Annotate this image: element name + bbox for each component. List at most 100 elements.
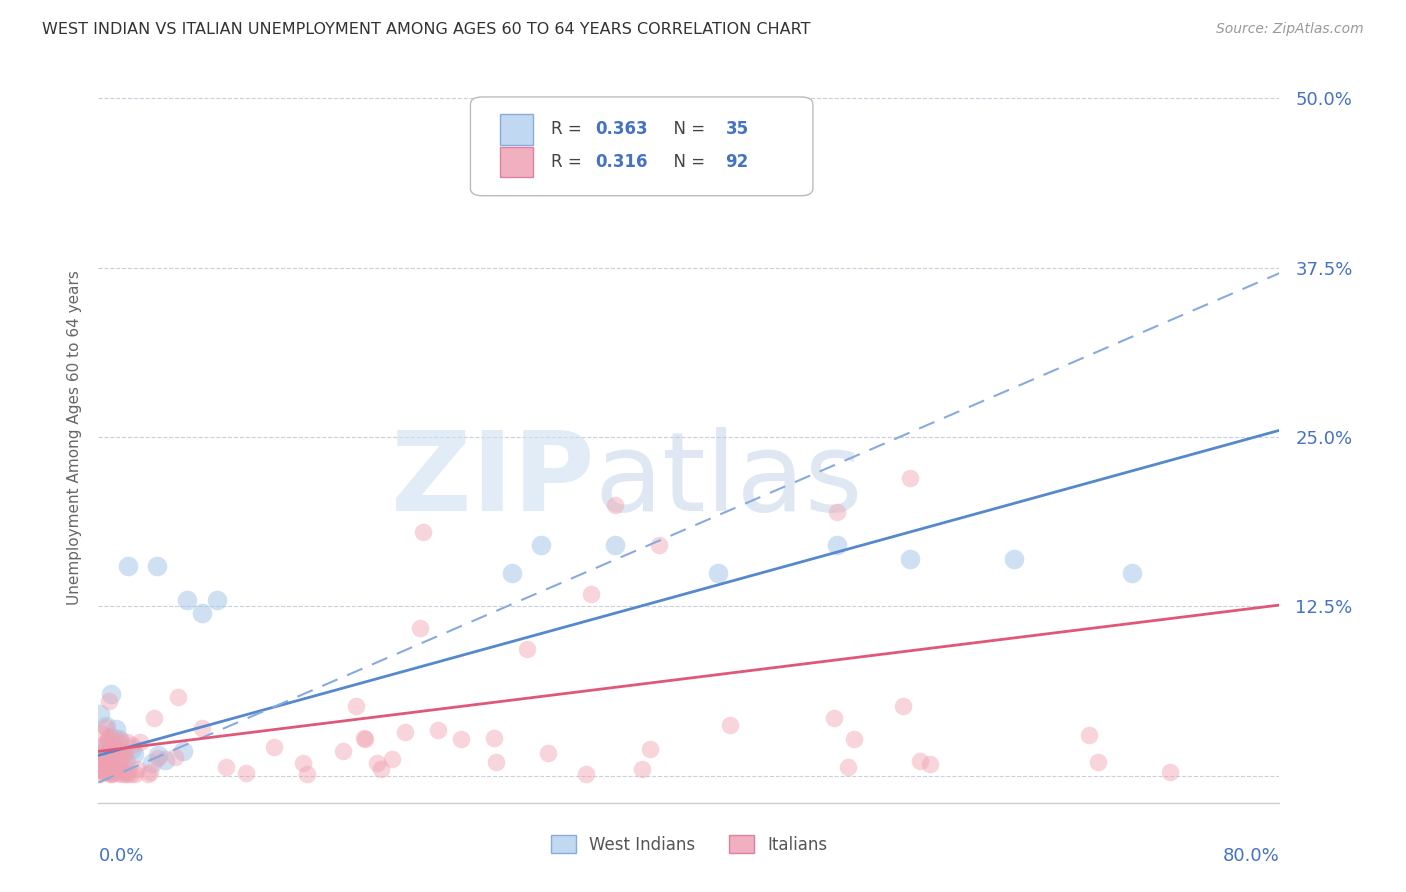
Point xyxy=(97,760,120,774)
Point xyxy=(263,740,285,755)
Point xyxy=(891,699,914,714)
Point xyxy=(120,767,142,781)
Point xyxy=(110,767,132,781)
Point xyxy=(605,538,627,552)
Point xyxy=(97,764,120,779)
Point xyxy=(107,735,129,749)
Point xyxy=(205,592,228,607)
Y-axis label: Unemployment Among Ages 60 to 64 years: Unemployment Among Ages 60 to 64 years xyxy=(66,269,82,605)
Point xyxy=(837,760,859,774)
Text: 80.0%: 80.0% xyxy=(1223,847,1279,864)
Point xyxy=(1087,755,1109,769)
Point xyxy=(94,736,117,750)
Point xyxy=(110,753,132,767)
Point xyxy=(136,767,159,781)
Point xyxy=(90,726,112,740)
Point xyxy=(97,757,120,772)
Point xyxy=(631,762,654,776)
Point xyxy=(166,690,188,704)
Point xyxy=(115,754,138,768)
Point xyxy=(172,743,194,757)
Point xyxy=(718,718,741,732)
Point xyxy=(900,552,922,566)
Point xyxy=(115,764,138,778)
Point xyxy=(100,767,122,781)
Point xyxy=(381,752,404,766)
Point xyxy=(103,765,125,780)
Point xyxy=(139,764,162,779)
Point xyxy=(579,587,602,601)
Point xyxy=(98,765,121,780)
Point xyxy=(146,748,169,763)
Point xyxy=(89,767,111,781)
Point xyxy=(100,749,122,764)
Point xyxy=(89,760,111,774)
Point xyxy=(537,746,560,760)
Point xyxy=(825,538,848,552)
Point xyxy=(127,762,149,776)
Text: atlas: atlas xyxy=(595,427,863,534)
Point xyxy=(291,756,314,771)
Point xyxy=(97,731,120,745)
Point xyxy=(89,759,111,773)
Point xyxy=(107,766,129,780)
Point xyxy=(176,592,198,607)
Legend: West Indians, Italians: West Indians, Italians xyxy=(544,829,834,860)
Point xyxy=(153,753,176,767)
Point xyxy=(98,753,121,767)
Point xyxy=(90,757,112,772)
Point xyxy=(530,538,553,552)
Text: R =: R = xyxy=(551,153,586,171)
Point xyxy=(900,471,922,485)
Point xyxy=(842,731,865,746)
Point xyxy=(98,693,121,707)
Point xyxy=(107,732,129,747)
Point xyxy=(91,757,114,772)
Point xyxy=(482,731,505,745)
Point xyxy=(98,767,121,781)
Point xyxy=(89,764,111,778)
Point xyxy=(100,752,122,766)
Point xyxy=(146,558,169,573)
Point xyxy=(112,753,135,767)
Point xyxy=(516,642,538,657)
Text: Source: ZipAtlas.com: Source: ZipAtlas.com xyxy=(1216,22,1364,37)
Point xyxy=(111,762,134,776)
Point xyxy=(366,756,388,770)
Text: 0.0%: 0.0% xyxy=(98,847,143,864)
Point xyxy=(89,756,111,770)
Point xyxy=(450,732,472,747)
Point xyxy=(370,762,392,776)
Point xyxy=(297,767,319,781)
Point xyxy=(98,747,121,761)
Point xyxy=(394,725,416,739)
Point xyxy=(108,732,131,747)
Point xyxy=(94,761,117,775)
Point xyxy=(94,764,117,779)
Point xyxy=(94,720,117,734)
Point xyxy=(94,747,117,761)
Point xyxy=(115,767,138,781)
Point xyxy=(485,755,508,769)
Point xyxy=(575,767,598,781)
Point xyxy=(93,765,115,780)
Point xyxy=(638,741,661,756)
Point xyxy=(1002,552,1025,566)
Text: 0.316: 0.316 xyxy=(596,153,648,171)
Point xyxy=(115,735,138,749)
Point xyxy=(412,524,434,539)
Point xyxy=(100,757,122,772)
Text: WEST INDIAN VS ITALIAN UNEMPLOYMENT AMONG AGES 60 TO 64 YEARS CORRELATION CHART: WEST INDIAN VS ITALIAN UNEMPLOYMENT AMON… xyxy=(42,22,811,37)
Point xyxy=(89,747,111,762)
Point xyxy=(129,734,152,748)
Point xyxy=(141,756,163,770)
Text: 92: 92 xyxy=(725,153,749,171)
Point xyxy=(191,721,214,735)
Point xyxy=(90,743,112,757)
Point xyxy=(89,707,111,722)
Point xyxy=(235,765,257,780)
Point xyxy=(97,742,120,756)
Point xyxy=(100,688,122,702)
Text: N =: N = xyxy=(664,120,710,138)
Point xyxy=(98,764,121,779)
